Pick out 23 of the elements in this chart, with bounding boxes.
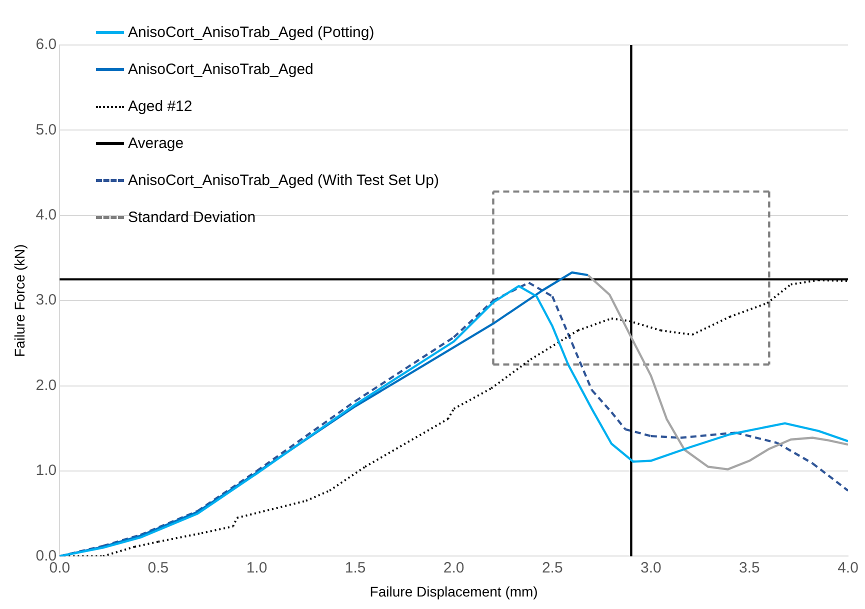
x-tick-label: 4.0: [838, 559, 858, 576]
x-tick-label: 3.0: [640, 559, 662, 576]
y-tick-label: 4.0: [36, 206, 57, 224]
legend-label: AnisoCort_AnisoTrab_Aged: [128, 61, 314, 78]
x-tick-label: 2.5: [542, 559, 563, 576]
y-tick-label: 6.0: [36, 36, 57, 54]
y-tick-label: 2.0: [36, 376, 57, 394]
legend-label: Aged #12: [128, 98, 192, 115]
legend-label: AnisoCort_AnisoTrab_Aged (With Test Set Up): [128, 172, 439, 189]
x-tick-label: 2.0: [443, 559, 464, 576]
y-tick-label: 3.0: [36, 292, 57, 309]
x-tick-label: 0.0: [49, 559, 70, 576]
x-tick-label: 1.5: [344, 559, 366, 576]
y-tick-label: 1.0: [36, 462, 57, 480]
x-axis-title: Failure Displacement (mm): [370, 583, 538, 600]
x-tick-label: 0.5: [148, 559, 169, 576]
x-tick-label: 3.5: [739, 559, 760, 576]
legend-label: Standard Deviation: [128, 209, 256, 226]
y-tick-label: 5.0: [36, 121, 57, 138]
x-tick-label: 1.0: [246, 559, 268, 576]
legend-label: AnisoCort_AnisoTrab_Aged (Potting): [128, 24, 374, 41]
legend-label: Average: [128, 135, 184, 152]
y-axis-title: Failure Force (kN): [11, 244, 28, 357]
